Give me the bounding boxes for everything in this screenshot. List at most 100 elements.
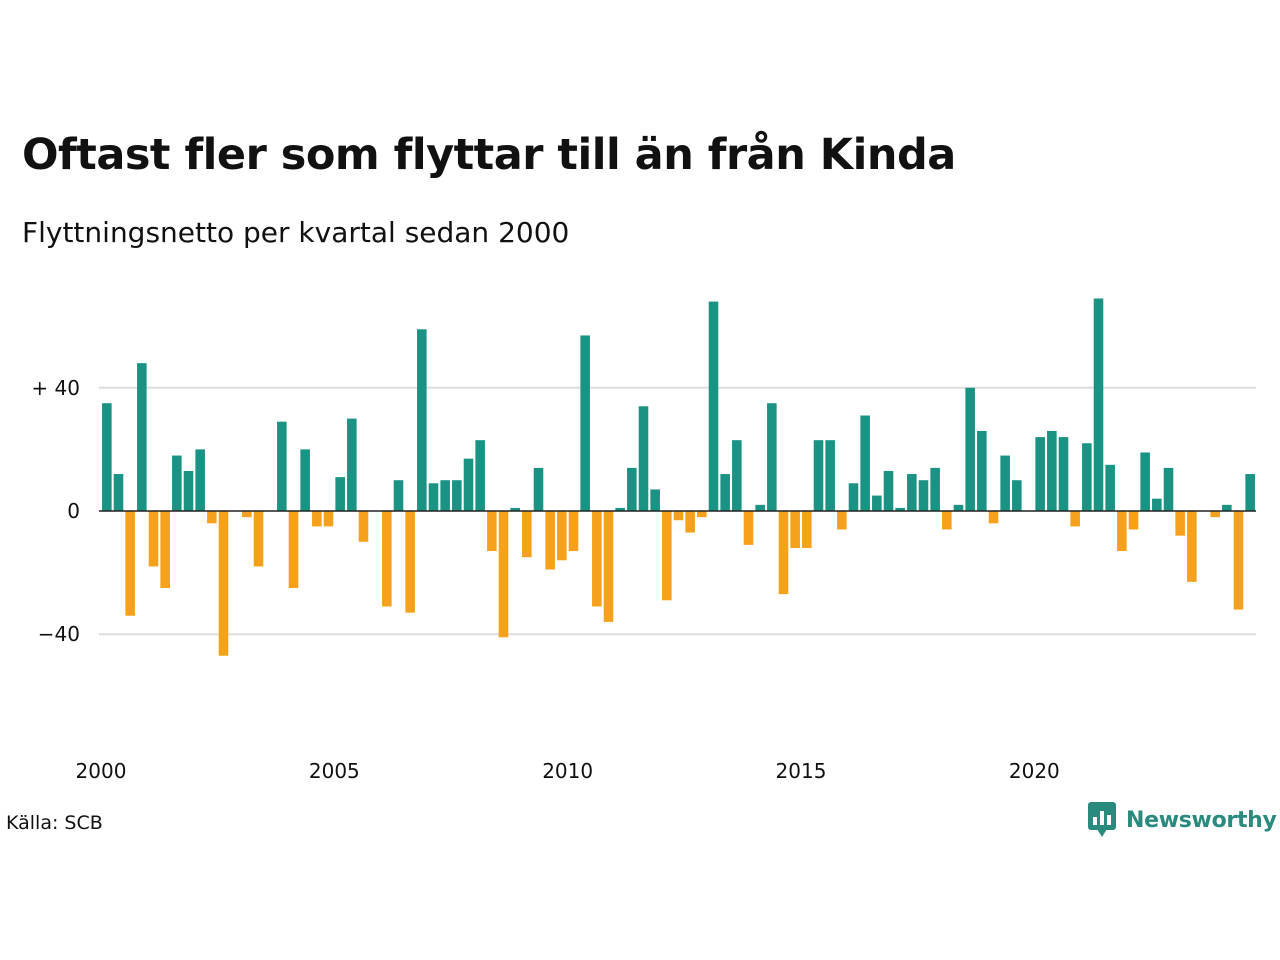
bar <box>335 477 345 511</box>
bar <box>895 507 905 511</box>
brand-name: Newsworthy <box>1126 807 1277 833</box>
bar <box>767 403 777 511</box>
bar <box>312 511 322 527</box>
bar <box>1000 455 1010 511</box>
bar <box>883 470 894 511</box>
bar <box>160 511 170 588</box>
newsworthy-logo[interactable]: Newsworthy <box>1088 802 1277 838</box>
bar <box>1140 452 1150 511</box>
bar <box>1187 511 1197 582</box>
bar <box>463 458 474 511</box>
bar <box>988 511 999 524</box>
bar <box>358 511 369 542</box>
bar <box>1117 511 1127 552</box>
x-tick-label: 2020 <box>1009 759 1060 783</box>
bar <box>1152 498 1162 511</box>
bar <box>557 511 567 561</box>
bar <box>662 511 672 601</box>
bar <box>953 504 964 511</box>
bar <box>218 511 229 656</box>
bar <box>510 507 520 511</box>
chart-speech-bubble-icon <box>1088 802 1116 837</box>
bar <box>1128 511 1139 530</box>
bar <box>253 511 264 567</box>
x-tick-label: 2005 <box>309 759 360 783</box>
bar <box>533 467 544 511</box>
bar <box>592 511 602 607</box>
bar <box>1105 464 1115 511</box>
bar <box>1222 504 1232 511</box>
bar <box>113 474 124 511</box>
bar <box>522 511 532 558</box>
x-axis-tick-labels: 2000 2005 2010 2015 2020 <box>76 759 1060 783</box>
bar <box>1093 298 1104 511</box>
bar <box>697 511 707 518</box>
bar <box>428 483 439 511</box>
bar <box>1245 474 1255 511</box>
bar <box>323 511 334 527</box>
bar <box>347 418 357 511</box>
bar <box>183 470 194 511</box>
bar <box>1163 467 1174 511</box>
bar <box>1233 511 1244 610</box>
bar <box>382 511 392 607</box>
bar <box>172 455 182 511</box>
bar <box>417 329 427 511</box>
bar <box>300 449 310 511</box>
bar <box>393 480 404 511</box>
x-tick-label: 2000 <box>76 759 127 783</box>
bar <box>743 511 754 545</box>
bar <box>580 335 590 511</box>
bar <box>475 440 485 511</box>
bar <box>125 511 135 616</box>
bar <box>778 511 789 595</box>
bar <box>545 511 555 570</box>
x-tick-label: 2010 <box>542 759 593 783</box>
bar <box>137 363 147 511</box>
bar <box>195 449 205 511</box>
bar <box>837 511 847 530</box>
x-tick-label: 2015 <box>776 759 827 783</box>
bar <box>405 511 415 613</box>
bar <box>1210 511 1220 518</box>
bar <box>148 511 159 567</box>
bar <box>720 474 730 511</box>
bar <box>603 511 614 622</box>
bar <box>498 511 509 638</box>
bar <box>627 467 637 511</box>
bar <box>638 406 649 511</box>
bar <box>1070 511 1080 527</box>
bar <box>918 480 929 511</box>
bar <box>930 467 940 511</box>
bar <box>813 440 824 511</box>
bar <box>755 504 765 511</box>
bar <box>615 507 625 511</box>
bar <box>790 511 800 548</box>
y-tick-label: 0 <box>67 499 80 523</box>
bar <box>685 511 695 533</box>
bar <box>732 440 742 511</box>
bar <box>1047 430 1057 511</box>
bar <box>977 430 987 511</box>
bar <box>860 415 870 511</box>
bar <box>1175 511 1185 536</box>
bar <box>207 511 217 524</box>
gridlines <box>99 386 1256 636</box>
y-tick-label: −40 <box>38 622 80 646</box>
bars <box>102 298 1255 656</box>
bar <box>1082 443 1092 511</box>
bar <box>673 511 684 521</box>
bar <box>288 511 299 588</box>
y-tick-label: + 40 <box>31 376 80 400</box>
bar <box>1012 480 1022 511</box>
bar <box>942 511 952 530</box>
bar <box>440 480 450 511</box>
y-axis-tick-labels: −40 0 + 40 <box>31 376 80 646</box>
bar <box>872 495 882 511</box>
bar <box>907 474 917 511</box>
bar <box>1035 437 1045 511</box>
bar <box>650 489 660 511</box>
bar <box>848 483 859 511</box>
bar <box>102 403 112 511</box>
